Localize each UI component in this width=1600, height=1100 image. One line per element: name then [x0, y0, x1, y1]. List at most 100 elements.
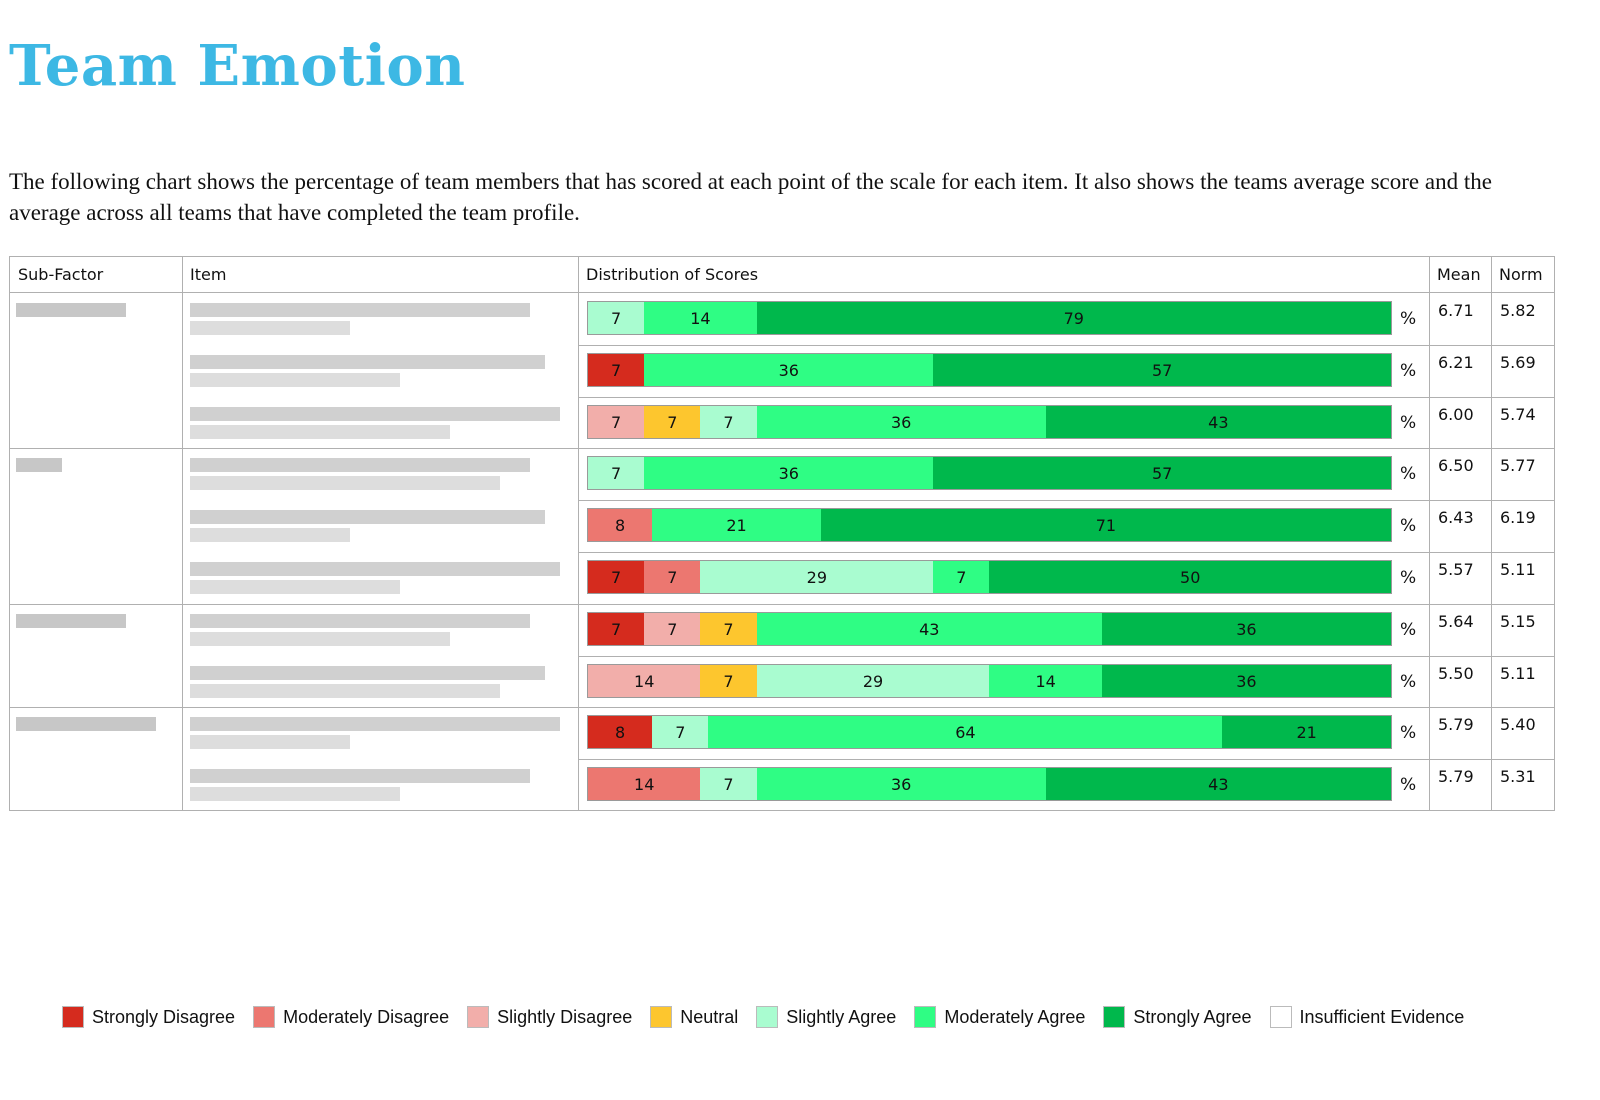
bar-segment-strongly-agree: 71 [820, 509, 1391, 541]
column-divider [1429, 257, 1430, 810]
page-title: Team Emotion [9, 33, 466, 99]
redacted-subfactor-text [16, 458, 62, 472]
bar-segment-strongly-agree: 43 [1045, 406, 1391, 438]
bar-segment-neutral: 7 [700, 665, 757, 697]
bar-segment-slightly-agree: 7 [700, 406, 757, 438]
norm-value: 5.11 [1500, 664, 1536, 683]
redacted-item-text [190, 632, 450, 646]
row-divider [10, 707, 1555, 708]
header-distribution: Distribution of Scores [578, 257, 1429, 293]
legend-label: Slightly Disagree [497, 1006, 633, 1027]
row-divider [10, 448, 1555, 449]
redacted-item-text [190, 735, 350, 749]
bar-segment-moderately-agree: 43 [756, 613, 1102, 645]
legend-item: Strongly Disagree [62, 1006, 235, 1028]
redacted-item-text [190, 580, 400, 594]
legend-swatch [1103, 1006, 1126, 1028]
legend-item: Moderately Disagree [253, 1006, 449, 1028]
bar-segment-moderately-agree: 21 [652, 509, 821, 541]
redacted-item-text [190, 684, 500, 698]
redacted-item-text [190, 303, 530, 317]
legend-label: Moderately Agree [944, 1006, 1086, 1027]
row-divider [578, 500, 1555, 501]
bar-segment-moderately-agree: 36 [756, 768, 1046, 800]
bar-segment-strongly-agree: 57 [933, 354, 1391, 386]
bar-segment-moderately-disagree: 14 [588, 768, 701, 800]
legend-item: Slightly Agree [756, 1006, 896, 1028]
redacted-item-text [190, 717, 560, 731]
legend-label: Strongly Disagree [92, 1006, 236, 1027]
legend-item: Moderately Agree [914, 1006, 1085, 1028]
distribution-bar: 7 36 57 [587, 353, 1392, 387]
redacted-item-text [190, 528, 350, 542]
bar-segment-neutral: 7 [644, 406, 701, 438]
bar-segment-strongly-agree: 79 [756, 302, 1391, 334]
bar-segment-moderately-agree: 36 [644, 457, 934, 489]
mean-value: 6.21 [1438, 353, 1474, 372]
legend-label: Neutral [680, 1006, 739, 1027]
percent-sign: % [1400, 568, 1417, 588]
distribution-bar: 7 14 79 [587, 301, 1392, 335]
redacted-item-text [190, 562, 560, 576]
bar-segment-strongly-disagree: 8 [588, 716, 653, 748]
percent-sign: % [1400, 775, 1417, 795]
bar-segment-moderately-disagree: 7 [644, 561, 701, 593]
redacted-item-text [190, 666, 545, 680]
redacted-item-text [190, 510, 545, 524]
row-divider [10, 604, 1555, 605]
legend-item: Slightly Disagree [467, 1006, 632, 1028]
distribution-bar: 7 7 7 43 36 [587, 612, 1392, 646]
bar-segment-slightly-agree: 7 [700, 768, 757, 800]
percent-sign: % [1400, 723, 1417, 743]
bar-segment-moderately-agree: 14 [989, 665, 1102, 697]
redacted-item-text [190, 373, 400, 387]
bar-segment-slightly-agree: 7 [588, 302, 645, 334]
scores-table: Sub-Factor Item Distribution of Scores M… [9, 256, 1555, 811]
bar-segment-slightly-agree: 29 [756, 665, 990, 697]
percent-sign: % [1400, 464, 1417, 484]
redacted-item-text [190, 355, 545, 369]
percent-sign: % [1400, 672, 1417, 692]
bar-segment-strongly-disagree: 7 [588, 613, 645, 645]
distribution-bar: 7 7 7 36 43 [587, 405, 1392, 439]
bar-segment-moderately-agree: 36 [644, 354, 934, 386]
percent-sign: % [1400, 309, 1417, 329]
bar-segment-moderately-agree: 36 [756, 406, 1046, 438]
bar-segment-slightly-agree: 7 [588, 457, 645, 489]
bar-segment-strongly-agree: 43 [1045, 768, 1391, 800]
column-divider [1491, 257, 1492, 810]
redacted-subfactor-text [16, 717, 156, 731]
bar-segment-neutral: 7 [700, 613, 757, 645]
legend-item: Neutral [650, 1006, 738, 1028]
legend-swatch [756, 1006, 779, 1028]
bar-segment-slightly-agree: 29 [700, 561, 934, 593]
redacted-item-text [190, 787, 400, 801]
redacted-subfactor-text [16, 614, 126, 628]
distribution-bar: 14 7 29 14 36 [587, 664, 1392, 698]
bar-segment-moderately-agree: 14 [644, 302, 757, 334]
bar-segment-slightly-disagree: 7 [588, 406, 645, 438]
legend-label: Insufficient Evidence [1299, 1006, 1465, 1027]
intro-paragraph: The following chart shows the percentage… [9, 169, 1492, 225]
legend-label: Moderately Disagree [283, 1006, 450, 1027]
redacted-item-text [190, 769, 530, 783]
bar-segment-moderately-agree: 7 [933, 561, 990, 593]
norm-value: 5.31 [1500, 767, 1536, 786]
redacted-item-text [190, 614, 530, 628]
bar-segment-strongly-agree: 57 [933, 457, 1391, 489]
legend: Strongly Disagree Moderately Disagree Slig… [62, 1006, 1482, 1028]
legend-swatch [253, 1006, 276, 1028]
norm-value: 5.40 [1500, 715, 1536, 734]
bar-segment-strongly-agree: 36 [1101, 613, 1391, 645]
redacted-item-text [190, 407, 560, 421]
bar-segment-strongly-agree: 50 [989, 561, 1391, 593]
mean-value: 5.79 [1438, 715, 1474, 734]
distribution-bar: 14 7 36 43 [587, 767, 1392, 801]
row-divider [578, 345, 1555, 346]
legend-label: Slightly Agree [786, 1006, 897, 1027]
norm-value: 5.15 [1500, 612, 1536, 631]
distribution-bar: 8 21 71 [587, 508, 1392, 542]
redacted-item-text [190, 476, 500, 490]
bar-segment-strongly-disagree: 7 [588, 561, 645, 593]
mean-value: 6.50 [1438, 456, 1474, 475]
